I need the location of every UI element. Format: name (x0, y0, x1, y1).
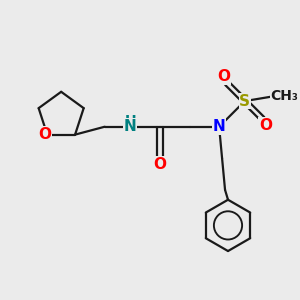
Text: O: O (38, 127, 51, 142)
Text: H: H (124, 114, 136, 128)
Text: O: O (153, 157, 167, 172)
Text: CH₃: CH₃ (270, 89, 298, 103)
Text: O: O (259, 118, 272, 133)
Text: N: N (213, 119, 226, 134)
Text: S: S (239, 94, 250, 109)
Text: O: O (218, 69, 231, 84)
Text: N: N (124, 119, 137, 134)
